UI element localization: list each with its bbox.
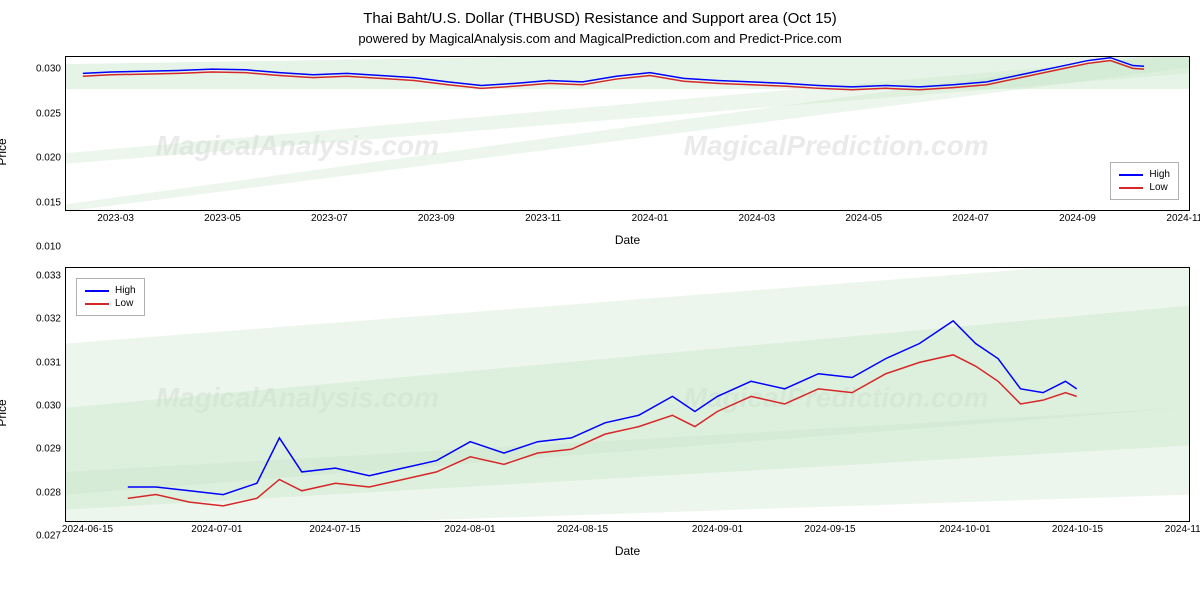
chart2-x-ticks: 2024-06-15 2024-07-01 2024-07-15 2024-08-01… xyxy=(65,522,1190,540)
x-tick-label: 2023-11 xyxy=(525,213,561,224)
y-tick-label: 0.015 xyxy=(36,197,61,208)
chart-title: Thai Baht/U.S. Dollar (THBUSD) Resistanc… xyxy=(10,10,1190,27)
chart2-legend: High Low xyxy=(76,278,145,316)
legend-line-high xyxy=(85,290,109,292)
x-tick-label: 2024-01 xyxy=(632,213,669,224)
y-tick-label: 0.028 xyxy=(36,487,61,498)
legend-label-low: Low xyxy=(115,298,133,309)
chart2-x-label: Date xyxy=(65,544,1190,558)
x-tick-label: 2024-09-15 xyxy=(804,524,855,535)
chart2-plot-area: MagicalAnalysis.com MagicalPrediction.co… xyxy=(65,267,1190,522)
x-tick-label: 2024-11-01 xyxy=(1165,524,1200,535)
x-tick-label: 2024-08-01 xyxy=(444,524,495,535)
x-tick-label: 2024-07 xyxy=(952,213,989,224)
legend-line-low xyxy=(1119,187,1143,189)
legend-item-low: Low xyxy=(1119,182,1170,193)
y-tick-label: 0.032 xyxy=(36,314,61,325)
y-tick-label: 0.033 xyxy=(36,270,61,281)
x-tick-label: 2023-05 xyxy=(204,213,241,224)
chart1-plot-area: MagicalAnalysis.com MagicalPrediction.co… xyxy=(65,56,1190,211)
chart1-x-label: Date xyxy=(65,233,1190,247)
x-tick-label: 2023-03 xyxy=(97,213,134,224)
x-tick-label: 2024-11 xyxy=(1166,213,1200,224)
chart-subtitle: powered by MagicalAnalysis.com and Magic… xyxy=(10,31,1190,46)
x-tick-label: 2024-07-01 xyxy=(191,524,242,535)
y-tick-label: 0.027 xyxy=(36,531,61,542)
x-tick-label: 2024-08-15 xyxy=(557,524,608,535)
legend-item-high: High xyxy=(85,285,136,296)
x-tick-label: 2023-09 xyxy=(418,213,455,224)
chart1-y-ticks: 0.0100.0150.0200.0250.030 xyxy=(10,56,65,247)
chart2-svg xyxy=(66,268,1189,521)
y-tick-label: 0.029 xyxy=(36,444,61,455)
chart2-y-label: Price xyxy=(0,399,9,426)
chart1-x-ticks: 2023-03 2023-05 2023-07 2023-09 2023-11 2024-… xyxy=(65,211,1190,229)
chart1-svg xyxy=(66,57,1189,210)
y-tick-label: 0.020 xyxy=(36,153,61,164)
legend-line-low xyxy=(85,303,109,305)
x-tick-label: 2024-10-15 xyxy=(1052,524,1103,535)
chart2-y-ticks: 0.027 0.028 0.029 0.030 0.031 0.032 0.033 xyxy=(10,267,65,558)
y-tick-label: 0.030 xyxy=(36,64,61,75)
x-tick-label: 2024-07-15 xyxy=(309,524,360,535)
legend-label-high: High xyxy=(115,285,136,296)
y-tick-label: 0.010 xyxy=(36,242,61,253)
chart-1: Price 0.0100.0150.0200.0250.030 MagicalA… xyxy=(10,56,1190,247)
legend-item-low: Low xyxy=(85,298,136,309)
chart-2: Price 0.0270.0280.0290.0300.0310.0320.03… xyxy=(10,267,1190,558)
chart1-y-label: Price xyxy=(0,138,9,165)
legend-item-high: High xyxy=(1119,169,1170,180)
x-tick-label: 2024-03 xyxy=(739,213,776,224)
y-tick-label: 0.031 xyxy=(36,357,61,368)
legend-label-high: High xyxy=(1149,169,1170,180)
x-tick-label: 2024-09-01 xyxy=(692,524,743,535)
y-tick-label: 0.025 xyxy=(36,108,61,119)
x-tick-label: 2024-06-15 xyxy=(62,524,113,535)
x-tick-label: 2023-07 xyxy=(311,213,348,224)
x-tick-label: 2024-05 xyxy=(845,213,882,224)
x-tick-label: 2024-09 xyxy=(1059,213,1096,224)
legend-label-low: Low xyxy=(1149,182,1167,193)
x-tick-label: 2024-10-01 xyxy=(939,524,990,535)
y-tick-label: 0.030 xyxy=(36,400,61,411)
legend-line-high xyxy=(1119,174,1143,176)
chart1-legend: High Low xyxy=(1110,162,1179,200)
